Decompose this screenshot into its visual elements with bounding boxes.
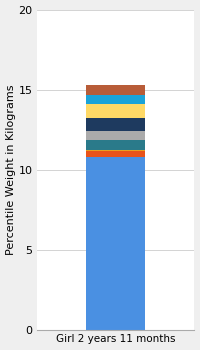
Y-axis label: Percentile Weight in Kilograms: Percentile Weight in Kilograms [6,84,16,255]
Bar [86,118,145,131]
Bar [86,85,145,95]
Bar [86,157,145,330]
Bar [86,140,145,149]
Bar [86,151,145,157]
Bar [86,104,145,118]
Bar [86,131,145,140]
Bar [86,95,145,104]
Bar [86,149,145,151]
